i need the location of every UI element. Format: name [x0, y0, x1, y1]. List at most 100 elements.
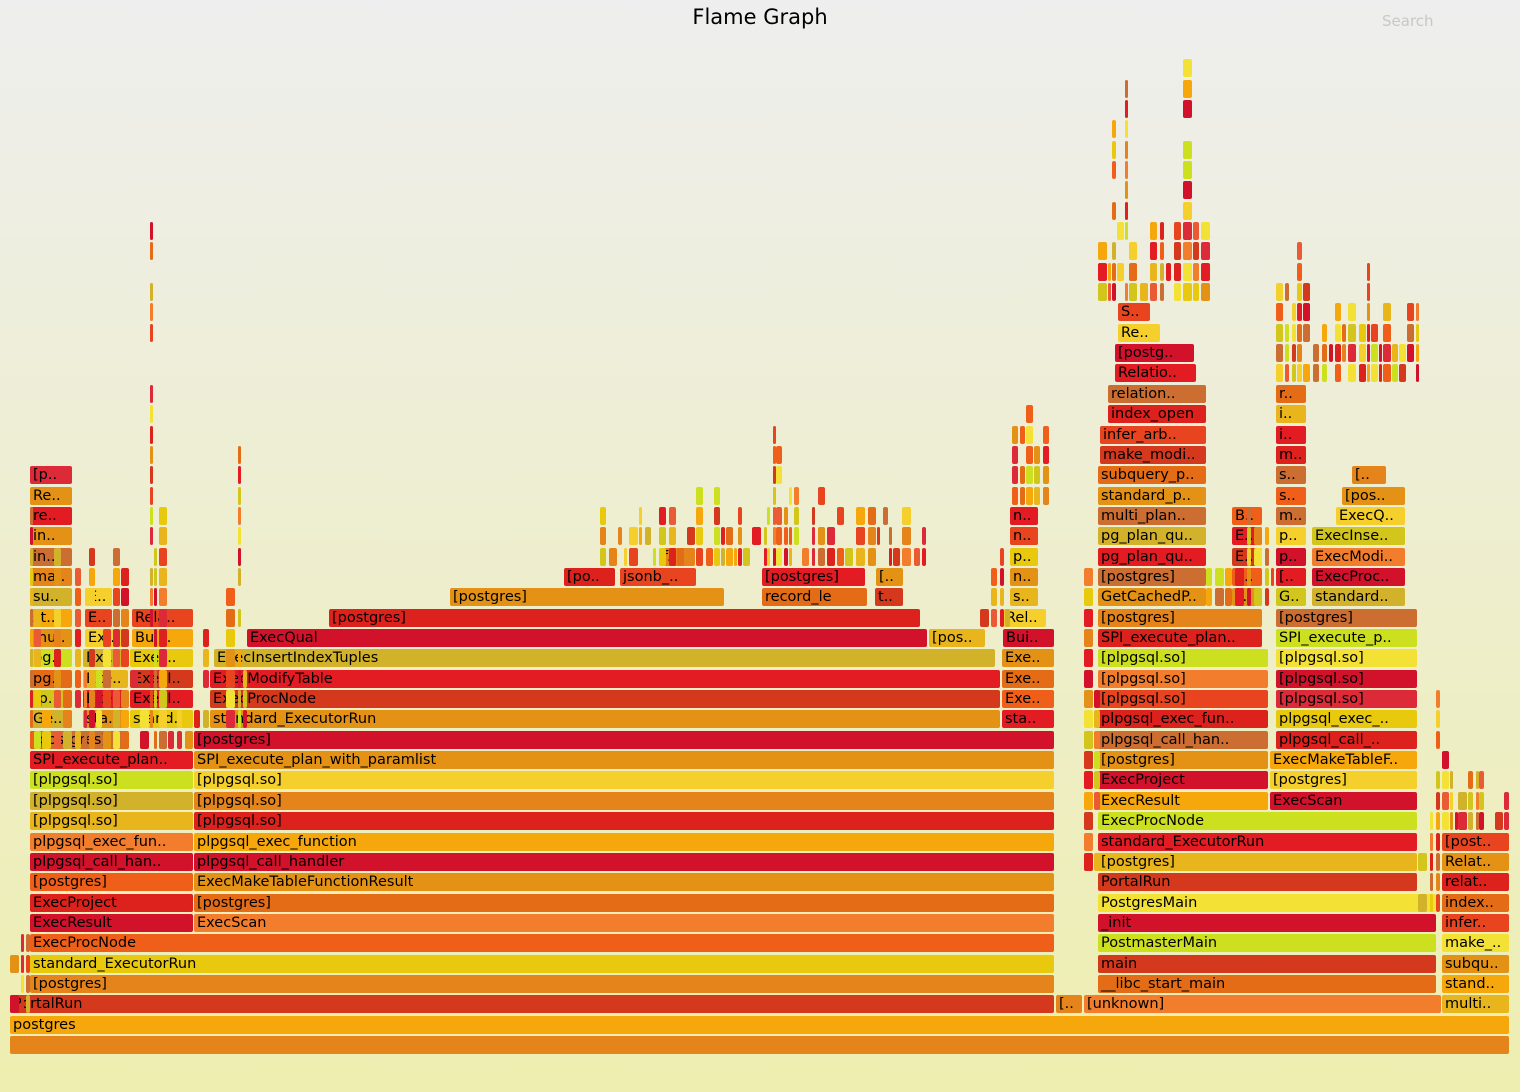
flame-frame-small[interactable]	[159, 690, 167, 708]
flame-frame-small[interactable]	[177, 731, 182, 749]
flame-frame-small[interactable]	[54, 731, 61, 749]
flame-frame-small[interactable]	[1150, 242, 1157, 260]
flame-frame[interactable]: E..	[85, 609, 112, 627]
flame-frame-small[interactable]	[96, 670, 102, 688]
flame-frame-small[interactable]	[1125, 80, 1128, 98]
flame-frame-small[interactable]	[802, 548, 809, 566]
flame-frame[interactable]: Exe..	[1002, 649, 1054, 667]
flame-frame-small[interactable]	[609, 548, 617, 566]
flame-frame-small[interactable]	[991, 609, 997, 627]
flame-frame-small[interactable]	[1367, 283, 1370, 301]
flame-frame-small[interactable]	[600, 507, 606, 525]
flame-frame-small[interactable]	[902, 527, 911, 545]
flame-frame-small[interactable]	[154, 588, 157, 606]
flame-frame[interactable]: SPI_execute_p..	[1276, 629, 1417, 647]
flame-frame[interactable]: ExecModi..	[1312, 548, 1405, 566]
flame-frame-small[interactable]	[1112, 283, 1116, 301]
flame-frame-small[interactable]	[784, 507, 788, 525]
flame-frame-small[interactable]	[669, 507, 676, 525]
flame-frame-small[interactable]	[103, 670, 111, 688]
flame-frame[interactable]: [..	[1352, 466, 1386, 484]
flame-frame-small[interactable]	[1379, 364, 1382, 382]
flame-frame-small[interactable]	[1297, 324, 1302, 342]
flame-frame-small[interactable]	[150, 690, 153, 708]
flame-frame-small[interactable]	[54, 629, 61, 647]
flame-frame-small[interactable]	[1276, 283, 1283, 301]
flame-frame-small[interactable]	[1026, 446, 1033, 464]
flame-frame[interactable]: PostgresMain	[1098, 894, 1436, 912]
flame-frame-small[interactable]	[1367, 324, 1370, 342]
flame-frame[interactable]: ExecModifyTable	[210, 670, 1000, 688]
flame-frame-small[interactable]	[30, 731, 33, 749]
flame-frame[interactable]: standard_ExecutorRun	[1098, 833, 1417, 851]
flame-frame-small[interactable]	[1000, 548, 1004, 566]
flame-frame-small[interactable]	[113, 690, 120, 708]
flame-frame-small[interactable]	[1129, 242, 1137, 260]
flame-frame-small[interactable]	[1094, 792, 1100, 810]
flame-frame[interactable]: [plpgsql.so]	[1098, 649, 1268, 667]
flame-frame-small[interactable]	[26, 934, 30, 952]
flame-frame-small[interactable]	[773, 527, 776, 545]
flame-frame[interactable]: [postgres]	[30, 975, 1054, 993]
flame-frame-small[interactable]	[89, 548, 95, 566]
flame-frame[interactable]: [postg..	[1115, 344, 1194, 362]
flame-frame-small[interactable]	[1430, 873, 1433, 891]
flame-frame[interactable]: ExecQual	[247, 629, 927, 647]
flame-frame-small[interactable]	[1436, 853, 1440, 871]
flame-frame-small[interactable]	[1303, 303, 1310, 321]
flame-frame-small[interactable]	[1084, 649, 1093, 667]
flame-frame-small[interactable]	[203, 710, 209, 728]
flame-frame-small[interactable]	[1313, 364, 1319, 382]
flame-frame-small[interactable]	[1442, 751, 1449, 769]
flame-frame-small[interactable]	[1201, 222, 1210, 240]
flame-frame-small[interactable]	[1276, 364, 1283, 382]
flame-frame[interactable]: plpgsql_call_han..	[1098, 731, 1268, 749]
flame-frame-small[interactable]	[159, 548, 167, 566]
flame-frame-small[interactable]	[238, 690, 241, 708]
flame-frame-small[interactable]	[96, 690, 102, 708]
flame-frame-small[interactable]	[1183, 59, 1192, 77]
flame-frame-small[interactable]	[103, 649, 111, 667]
flame-frame-small[interactable]	[150, 588, 153, 606]
flame-frame-small[interactable]	[1430, 833, 1433, 851]
flame-frame[interactable]: _init	[1098, 914, 1436, 932]
flame-frame[interactable]: [postgres]	[1098, 751, 1268, 769]
flame-frame-small[interactable]	[659, 548, 666, 566]
flame-frame-small[interactable]	[150, 426, 153, 444]
flame-frame-small[interactable]	[21, 934, 24, 952]
flame-frame-small[interactable]	[1379, 344, 1382, 362]
flame-frame-small[interactable]	[21, 955, 24, 973]
flame-frame-small[interactable]	[1112, 202, 1116, 220]
flame-frame-small[interactable]	[856, 527, 865, 545]
flame-frame[interactable]: GetCachedP..	[1098, 588, 1206, 606]
flame-frame[interactable]: sta..	[1002, 710, 1054, 728]
flame-frame-small[interactable]	[1285, 344, 1289, 362]
flame-frame-small[interactable]	[1183, 100, 1192, 118]
flame-frame-small[interactable]	[1125, 181, 1128, 199]
flame-frame-small[interactable]	[226, 588, 235, 606]
flame-frame-small[interactable]	[154, 670, 157, 688]
flame-frame-small[interactable]	[1193, 263, 1199, 281]
flame-frame-small[interactable]	[42, 731, 51, 749]
flame-frame-small[interactable]	[1371, 324, 1378, 342]
flame-frame-small[interactable]	[140, 731, 149, 749]
flame-frame-small[interactable]	[54, 609, 61, 627]
flame-frame[interactable]: [postgres]	[329, 609, 920, 627]
flame-frame-small[interactable]	[1094, 731, 1100, 749]
flame-frame[interactable]: ExecInsertIndexTuples	[214, 649, 995, 667]
flame-frame-small[interactable]	[154, 568, 157, 586]
flame-frame-small[interactable]	[1468, 771, 1473, 789]
flame-frame-small[interactable]	[794, 507, 799, 525]
flame-frame-small[interactable]	[121, 690, 129, 708]
flame-frame[interactable]: S..	[1118, 303, 1150, 321]
flame-frame[interactable]: m..	[1276, 446, 1306, 464]
flame-frame[interactable]: plpgsql_exec_function	[194, 833, 1054, 851]
flame-frame-small[interactable]	[1322, 364, 1327, 382]
flame-frame[interactable]: ExecMakeTableFunctionResult	[194, 873, 1054, 891]
flame-frame-small[interactable]	[1276, 303, 1283, 321]
flame-frame-small[interactable]	[226, 690, 235, 708]
flame-frame-small[interactable]	[113, 609, 120, 627]
flame-frame-small[interactable]	[1193, 242, 1199, 260]
flame-frame-small[interactable]	[1468, 792, 1473, 810]
flame-frame-small[interactable]	[54, 568, 61, 586]
